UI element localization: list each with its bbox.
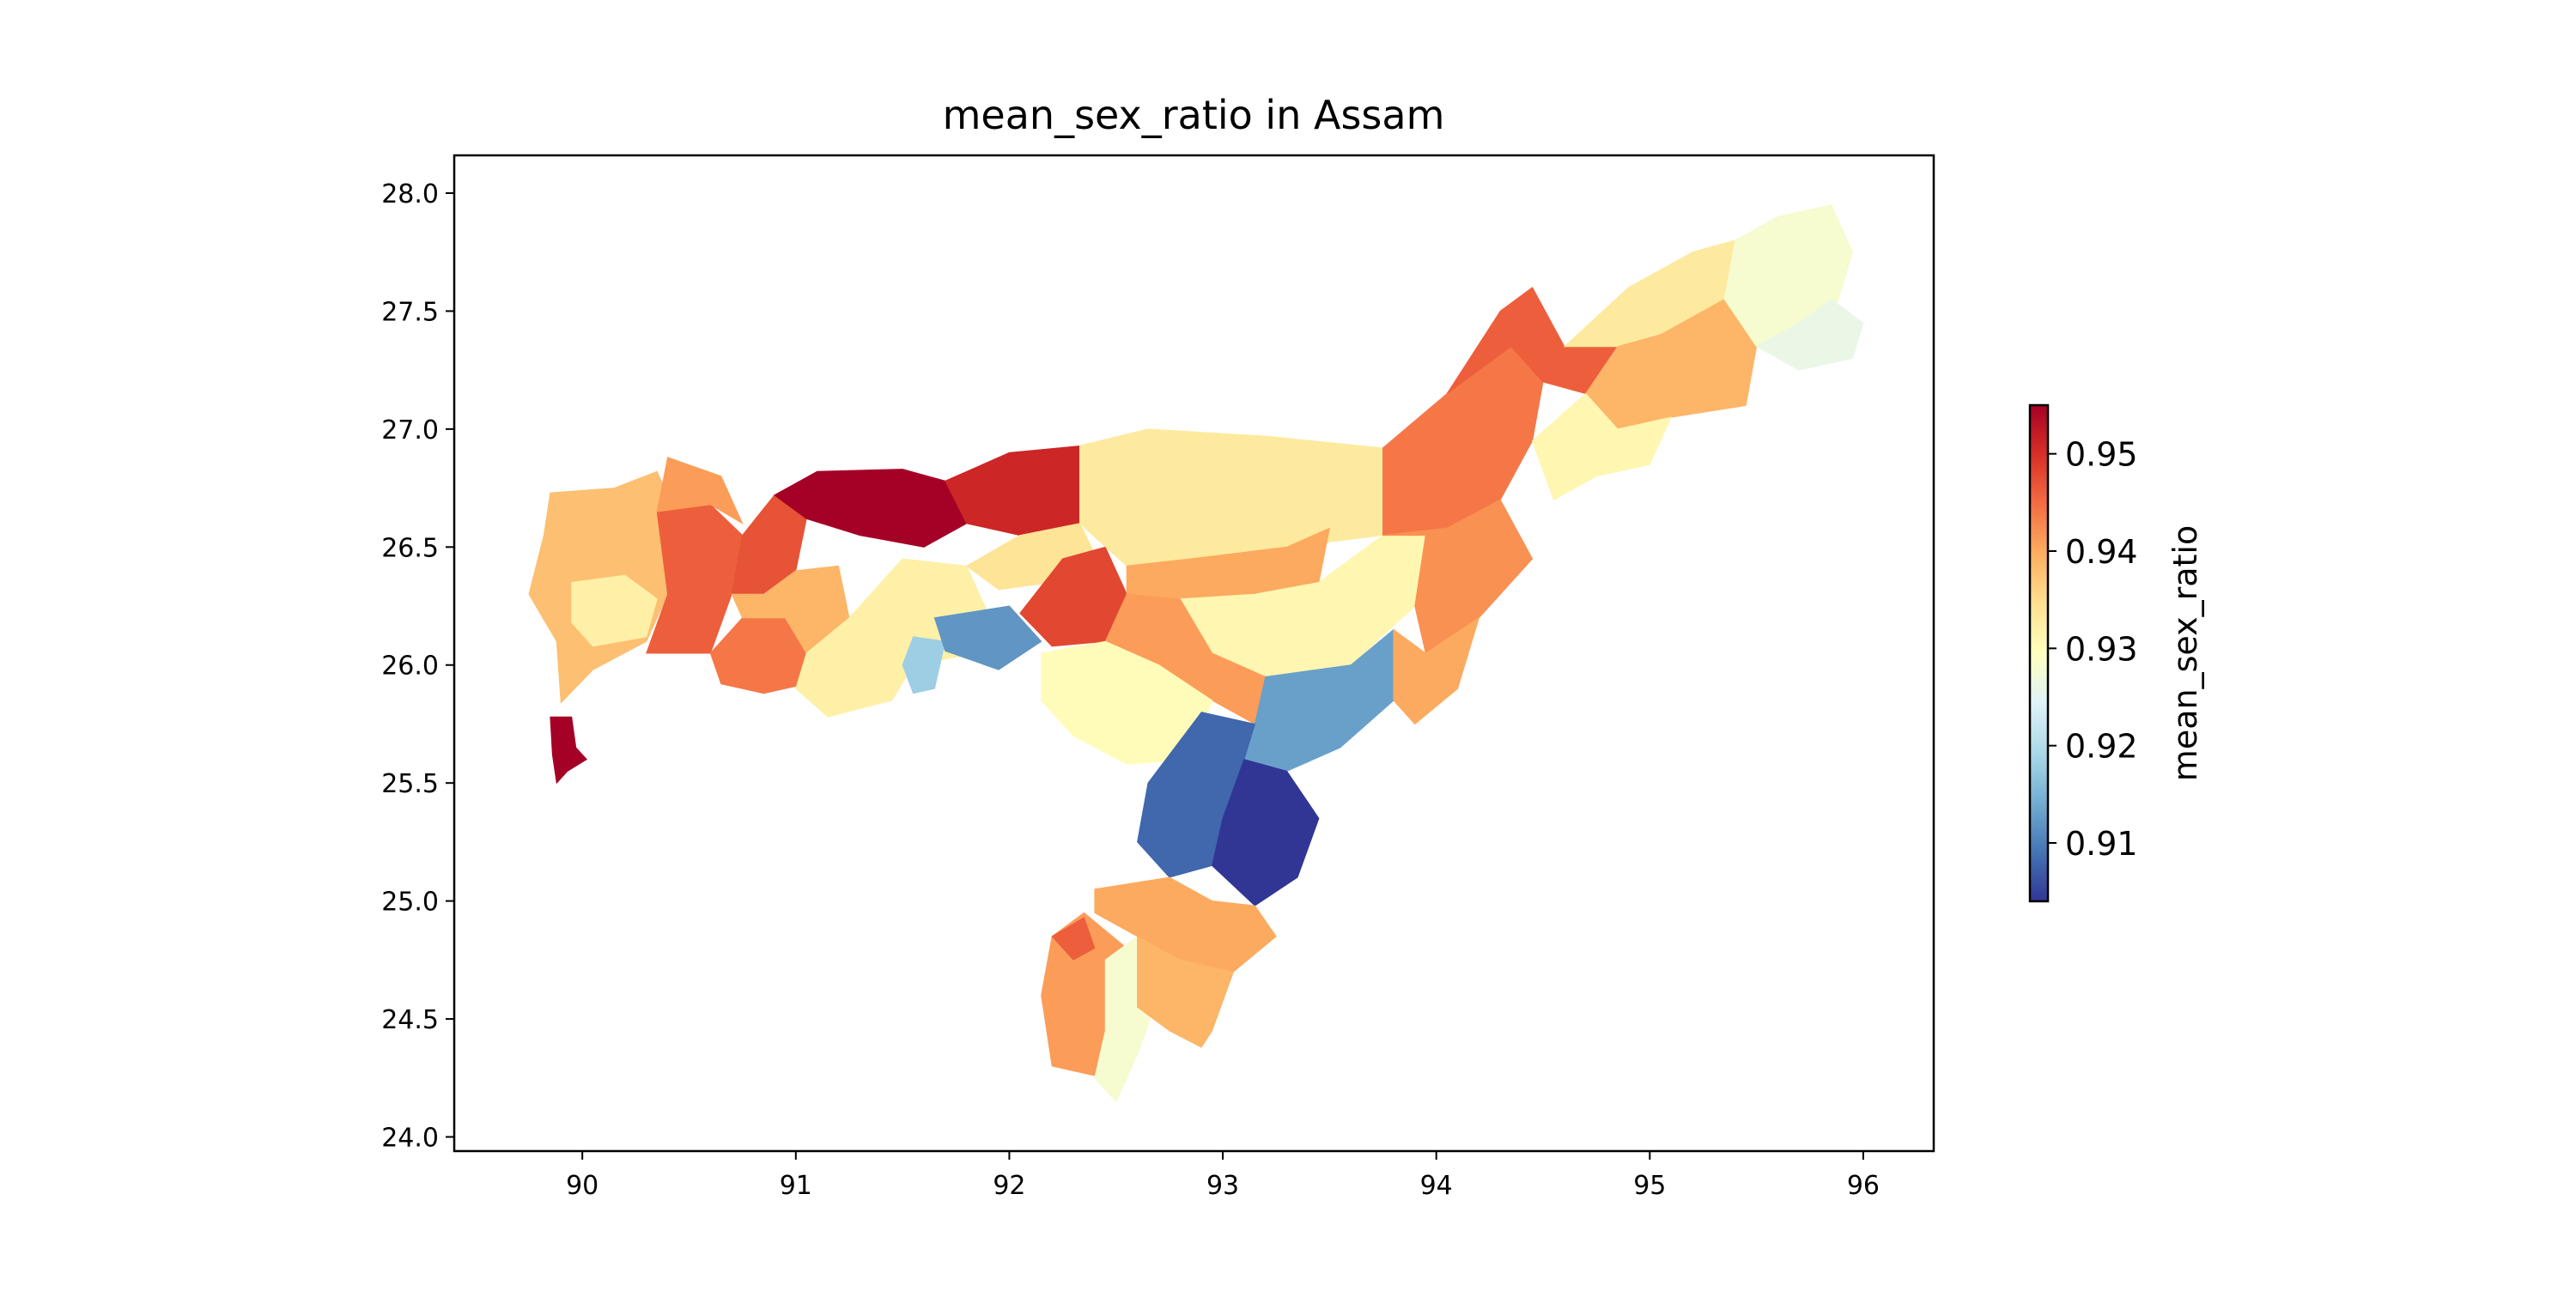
region-far-east-cyan	[1755, 299, 1864, 371]
region-north-bank-west	[656, 457, 744, 525]
colorbar-tick-label: 0.91	[2065, 825, 2138, 863]
region-hailakandi-red	[1051, 917, 1096, 961]
region-west-band-mid	[646, 504, 744, 654]
region-cachar-south-orange	[1094, 876, 1277, 973]
y-tick-label: 24.0	[381, 1124, 439, 1154]
colorbar-tick-label: 0.92	[2065, 728, 2138, 766]
colorbar: 0.91 0.92 0.93 0.94 0.95 mean_sex_ratio	[2028, 403, 2204, 903]
y-tick-label: 27.5	[381, 297, 439, 327]
region-marigaon-blue	[933, 605, 1042, 670]
region-kamrup-metro	[902, 636, 946, 694]
x-tick-label: 95	[1633, 1171, 1666, 1201]
y-tick-label: 25.0	[381, 888, 439, 918]
x-tick-label: 91	[780, 1171, 812, 1201]
region-tinsukia-pale	[1532, 392, 1673, 501]
region-north-plains-pale	[1079, 428, 1383, 567]
colorbar-tick-label: 0.95	[2065, 436, 2138, 474]
colorbar-label: mean_sex_ratio	[2166, 525, 2204, 781]
region-cachar-east-navy	[1212, 759, 1320, 906]
y-tick-label: 27.0	[381, 415, 439, 445]
x-axis: 90 91 92 93 94 95 96	[566, 1151, 1880, 1201]
region-far-west-strip	[550, 716, 587, 785]
region-west-inner-pale	[571, 574, 658, 647]
x-tick-label: 96	[1847, 1171, 1880, 1201]
colorbar-gradient	[2028, 403, 2050, 903]
colorbar-tick-label: 0.93	[2065, 630, 2138, 668]
x-tick-label: 90	[566, 1171, 598, 1201]
x-tick-label: 92	[993, 1171, 1025, 1201]
y-tick-label: 24.5	[381, 1005, 439, 1035]
y-tick-label: 28.0	[381, 179, 439, 209]
x-tick-label: 93	[1206, 1171, 1239, 1201]
colorbar-ticks: 0.91 0.92 0.93 0.94 0.95	[2048, 436, 2138, 863]
regions-layer	[528, 204, 1864, 1103]
y-axis: 24.0 24.5 25.0 25.5 26.0 26.5 27.0 27.5 28.0	[381, 179, 454, 1154]
plot-frame	[453, 154, 1935, 1153]
region-udalguri-north	[945, 445, 1085, 536]
region-karimganj-orange	[1137, 936, 1235, 1048]
y-tick-label: 26.0	[381, 652, 439, 682]
x-tick-label: 94	[1420, 1171, 1453, 1201]
region-sivasagar-orange	[1393, 616, 1480, 725]
y-tick-label: 25.5	[381, 769, 439, 799]
colorbar-tick-label: 0.94	[2065, 533, 2138, 571]
chart-title: mean_sex_ratio in Assam	[943, 92, 1445, 138]
y-tick-label: 26.5	[381, 533, 439, 563]
